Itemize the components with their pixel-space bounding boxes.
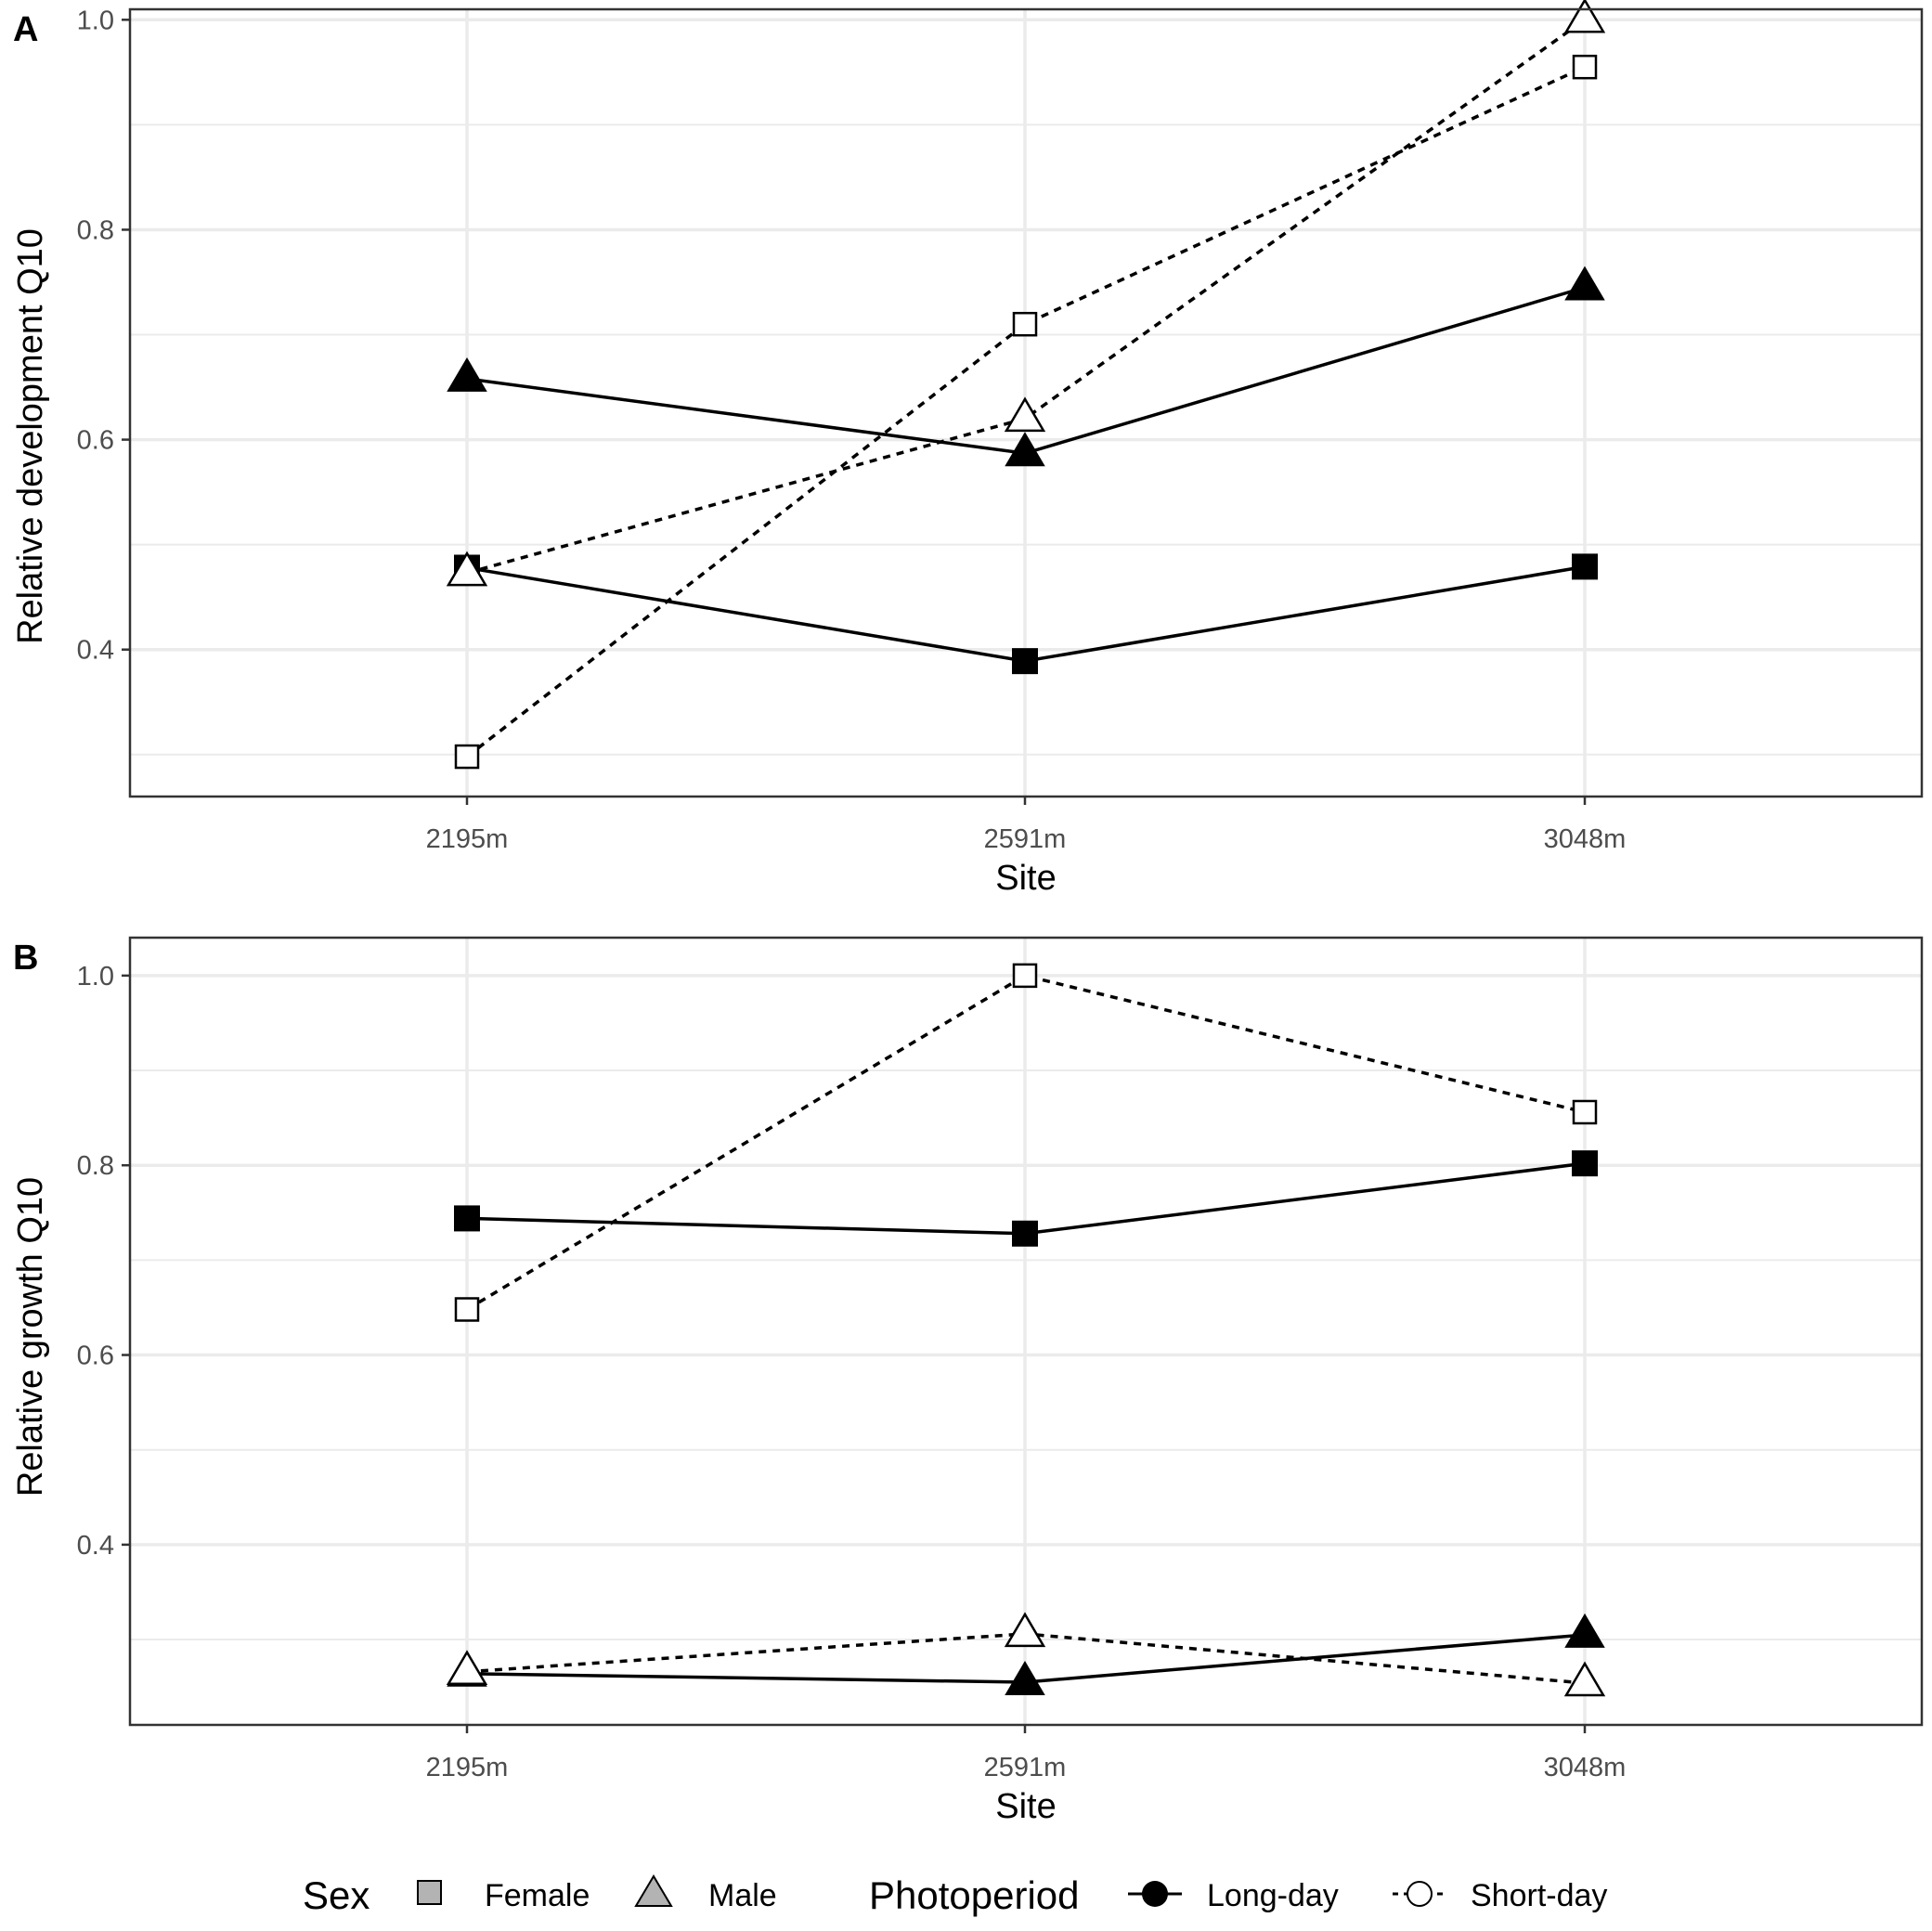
panel-a-point-female-short-day <box>1572 54 1598 80</box>
panel-b-tag: B <box>13 939 38 978</box>
panel-a-plot-area <box>130 0 1922 797</box>
panel-b-point-female-long-day <box>454 1205 480 1232</box>
panel-a-x-tick-label: 3048m <box>1544 824 1627 854</box>
panel-a-x-tick-label: 2195m <box>426 824 509 854</box>
panel-b-point-female-short-day <box>454 1297 480 1322</box>
panel-b-y-axis-title: Relative growth Q10 <box>11 1177 50 1497</box>
panel-a-y-axis-title: Relative development Q10 <box>11 228 50 644</box>
legend-sex-title: Sex <box>303 1873 370 1917</box>
legend-long-day-key <box>1142 1881 1168 1907</box>
panel-b-y-tick-label: 1.0 <box>77 962 114 991</box>
legend-female-key <box>417 1880 442 1905</box>
panel-b-series-line-female-short-day <box>466 973 1586 1312</box>
panel-a-y-tick-label: 1.0 <box>77 6 114 35</box>
panel-a-point-female-short-day <box>1012 311 1038 337</box>
panel-a-point-male-long-day <box>1005 432 1045 467</box>
panel-b-point-male-long-day <box>1564 1613 1605 1648</box>
panel-a-point-female-long-day <box>1572 553 1598 580</box>
panel-a-point-female-short-day <box>454 744 480 770</box>
panel-a-x-tick-label: 2591m <box>984 824 1067 854</box>
panel-a-tag: A <box>13 10 38 49</box>
panel-b-x-tick-label: 3048m <box>1544 1753 1627 1782</box>
panel-b-y-tick-label: 0.4 <box>77 1531 114 1561</box>
panel-a-point-male-long-day <box>447 356 487 392</box>
panel-b-y-tick-label: 0.8 <box>77 1151 114 1181</box>
legend-long-day-label: Long-day <box>1207 1878 1339 1913</box>
panel-a-y-tick-label: 0.6 <box>77 426 114 456</box>
panel-b-point-male-short-day <box>1563 1661 1606 1697</box>
panel-a-y-tick-label: 0.8 <box>77 215 114 245</box>
panel-b-x-axis-title: Site <box>995 1787 1056 1826</box>
panel-b-plot-area <box>130 938 1922 1725</box>
panel-a-axes: 0.4 0.6 0.8 1.0 2195m 2591m 3048m <box>77 6 1924 854</box>
panel-b-point-male-short-day <box>1004 1612 1046 1648</box>
panel-b: B 0.4 0.6 0.8 1.0 2195m 2591m 3048m Site Relat… <box>11 936 1924 1826</box>
legend-short-day-key <box>1407 1881 1433 1907</box>
legend-male-label: Male <box>708 1878 777 1913</box>
legend-male-key <box>634 1874 673 1907</box>
panel-a-series-line-male-short-day <box>466 18 1587 575</box>
legend-photoperiod-title: Photoperiod <box>869 1873 1080 1917</box>
panel-b-point-female-short-day <box>1012 963 1038 989</box>
panel-b-x-tick-label: 2195m <box>426 1753 509 1782</box>
panel-a-y-tick-label: 0.4 <box>77 636 114 666</box>
panel-b-point-male-short-day <box>446 1650 488 1685</box>
panel-b-y-tick-label: 0.6 <box>77 1341 114 1371</box>
panel-a-point-male-short-day <box>1563 0 1606 33</box>
panel-a-point-male-short-day <box>1004 396 1046 433</box>
panel-b-point-female-long-day <box>1572 1150 1598 1177</box>
panel-a: A 0.4 0.6 0.8 1.0 2195m 2591m 3048m Site Relat… <box>11 0 1924 898</box>
panel-b-axes: 0.4 0.6 0.8 1.0 2195m 2591m 3048m <box>77 936 1924 1782</box>
panel-b-x-tick-label: 2591m <box>984 1753 1067 1782</box>
panel-a-x-axis-title: Site <box>995 859 1056 898</box>
legend-short-day-label: Short-day <box>1471 1878 1607 1913</box>
legend-female-label: Female <box>485 1878 590 1913</box>
panel-a-point-female-long-day <box>1012 648 1038 675</box>
panel-b-point-male-long-day <box>1005 1660 1045 1695</box>
panel-a-point-male-long-day <box>1564 266 1605 301</box>
legend: Sex Female Male Photoperiod Long-day Sho… <box>303 1873 1607 1917</box>
panel-b-point-female-short-day <box>1572 1099 1598 1125</box>
panel-b-point-female-long-day <box>1012 1220 1038 1247</box>
panel-a-point-male-short-day <box>446 551 488 587</box>
